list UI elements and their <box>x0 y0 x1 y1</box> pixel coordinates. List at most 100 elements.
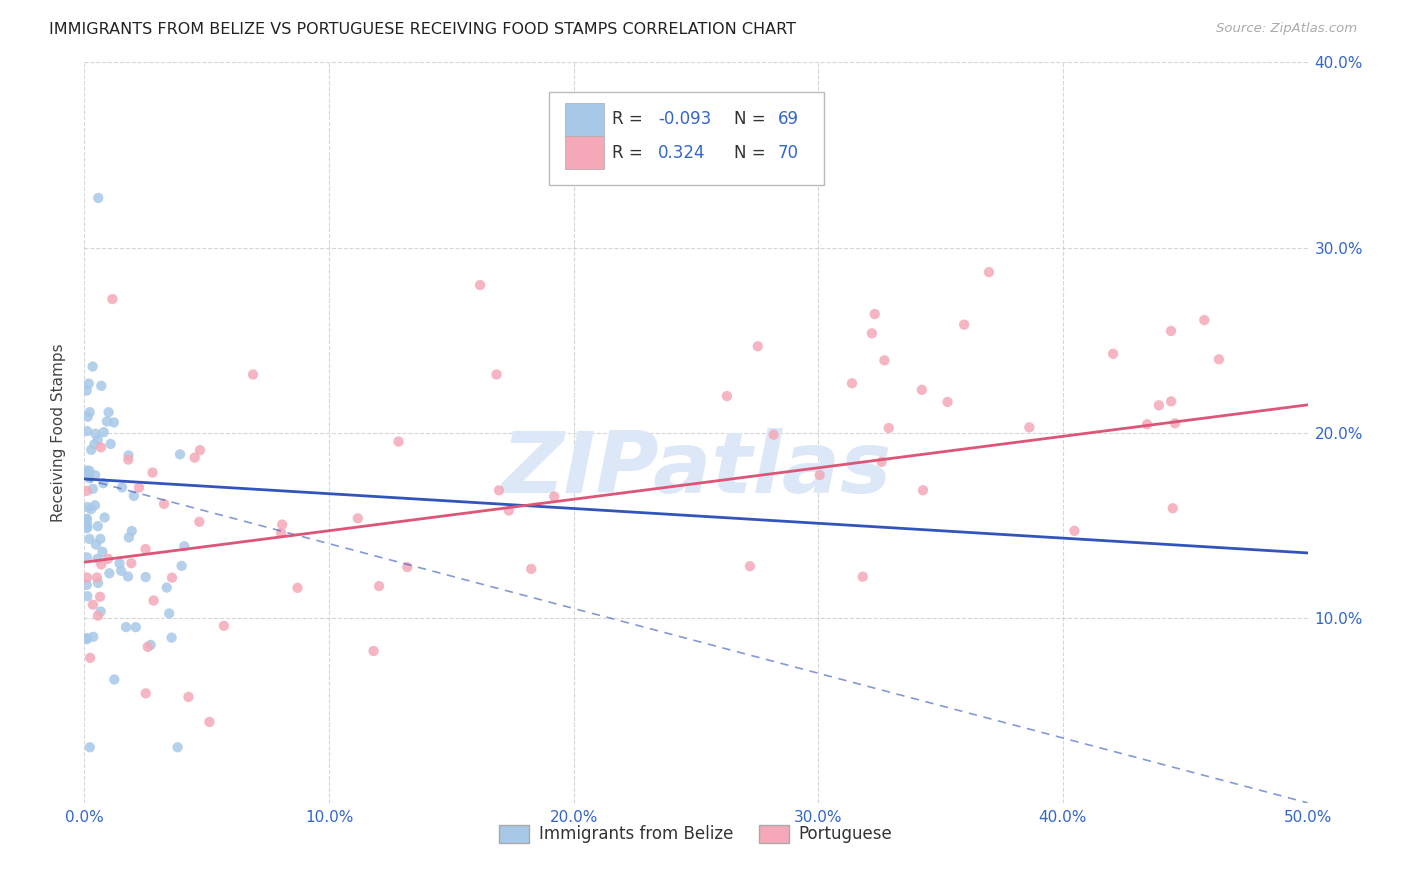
Point <box>76 512 98 526</box>
Point <box>76 424 98 438</box>
Point <box>183 450 205 465</box>
Point <box>76 483 98 498</box>
Point <box>79 405 101 419</box>
Point <box>76 631 98 645</box>
Text: N =: N = <box>734 144 770 161</box>
Point <box>117 452 139 467</box>
Text: 69: 69 <box>778 111 799 128</box>
Text: -0.093: -0.093 <box>658 111 711 128</box>
Point <box>84 537 107 551</box>
Point <box>1136 417 1159 432</box>
Point <box>166 740 188 755</box>
Point <box>142 593 165 607</box>
Point <box>76 550 98 565</box>
FancyBboxPatch shape <box>565 136 605 169</box>
Point <box>82 359 104 374</box>
Point <box>468 278 491 293</box>
Point <box>120 556 142 570</box>
Point <box>76 632 98 647</box>
Point <box>87 575 110 590</box>
Point <box>368 579 391 593</box>
Point <box>91 476 114 491</box>
Point <box>188 515 211 529</box>
Point <box>82 598 104 612</box>
Legend: Immigrants from Belize, Portuguese: Immigrants from Belize, Portuguese <box>492 818 900 850</box>
Point <box>242 368 264 382</box>
Point <box>363 644 385 658</box>
Point <box>76 589 98 603</box>
Point <box>212 619 235 633</box>
Point <box>543 490 565 504</box>
Point <box>953 318 976 332</box>
Point <box>1160 394 1182 409</box>
Point <box>97 405 120 419</box>
Point <box>117 448 139 462</box>
FancyBboxPatch shape <box>565 103 605 136</box>
Text: 0.324: 0.324 <box>658 144 706 161</box>
Point <box>153 497 176 511</box>
Point <box>101 292 124 306</box>
Text: Source: ZipAtlas.com: Source: ZipAtlas.com <box>1216 22 1357 36</box>
Point <box>96 414 118 428</box>
Point <box>142 466 165 480</box>
Point <box>87 191 110 205</box>
Point <box>121 524 143 538</box>
Point <box>79 650 101 665</box>
Point <box>1147 398 1170 412</box>
Point <box>76 463 98 477</box>
Point <box>80 502 103 516</box>
Text: R =: R = <box>612 111 648 128</box>
Point <box>1161 501 1184 516</box>
Point <box>135 570 157 584</box>
Point <box>89 590 111 604</box>
Point <box>498 503 520 517</box>
Point <box>84 468 107 483</box>
Point <box>1063 524 1085 538</box>
Point <box>103 416 125 430</box>
Point <box>117 569 139 583</box>
Point <box>173 539 195 553</box>
Y-axis label: Receiving Food Stamps: Receiving Food Stamps <box>51 343 66 522</box>
Point <box>79 740 101 755</box>
Text: ZIPatlas: ZIPatlas <box>501 428 891 511</box>
Point <box>79 464 101 478</box>
Point <box>873 353 896 368</box>
Point <box>911 383 934 397</box>
Point <box>387 434 409 449</box>
Point <box>870 455 893 469</box>
Point <box>863 307 886 321</box>
Point <box>139 638 162 652</box>
Point <box>84 498 107 512</box>
Point <box>347 511 370 525</box>
Point <box>90 379 112 393</box>
Point <box>170 558 193 573</box>
Point <box>198 714 221 729</box>
Point <box>90 558 112 572</box>
Point <box>747 339 769 353</box>
Point <box>188 443 211 458</box>
Point <box>76 512 98 526</box>
Point <box>76 516 98 531</box>
Point <box>936 395 959 409</box>
Point <box>1194 313 1216 327</box>
Point <box>93 510 115 524</box>
Point <box>79 532 101 546</box>
Point <box>76 570 98 584</box>
Point <box>852 570 875 584</box>
Point <box>169 447 191 461</box>
Point <box>271 517 294 532</box>
Point <box>103 673 125 687</box>
Point <box>97 551 120 566</box>
Point <box>80 442 103 457</box>
Point <box>110 564 132 578</box>
Point <box>108 557 131 571</box>
Point <box>76 409 98 424</box>
Point <box>157 607 180 621</box>
Point <box>716 389 738 403</box>
Point <box>83 437 105 451</box>
Point <box>86 551 108 566</box>
Point <box>82 482 104 496</box>
Point <box>122 489 145 503</box>
Text: IMMIGRANTS FROM BELIZE VS PORTUGUESE RECEIVING FOOD STAMPS CORRELATION CHART: IMMIGRANTS FROM BELIZE VS PORTUGUESE REC… <box>49 22 796 37</box>
Point <box>808 468 831 483</box>
